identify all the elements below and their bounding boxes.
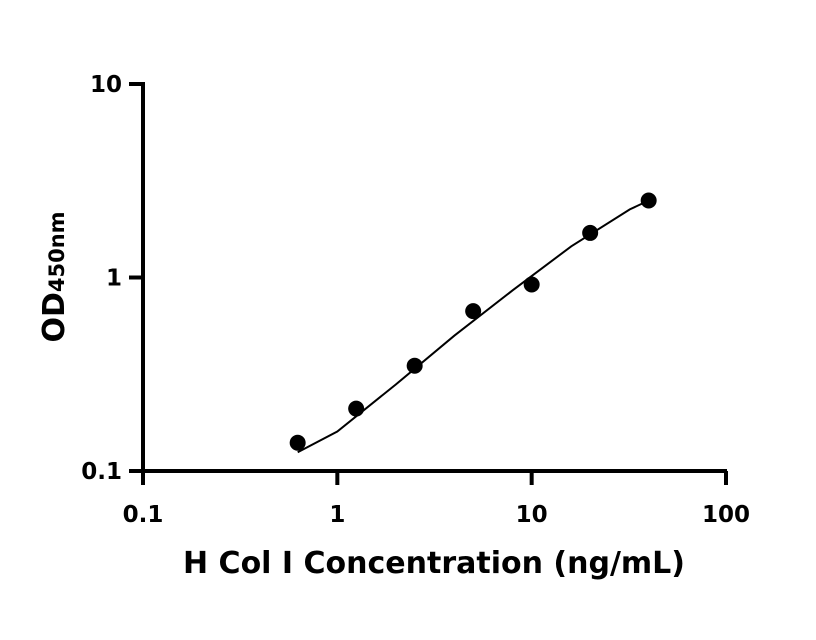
y-axis-title: OD450nm (37, 211, 72, 342)
x-axis-title: H Col I Concentration (ng/mL) (183, 546, 685, 581)
data-point (640, 192, 657, 209)
y-tick-label: 0.1 (81, 459, 122, 485)
x-tick-label: 0.1 (123, 502, 164, 528)
x-tick-label: 1 (329, 502, 345, 528)
data-point (348, 400, 365, 417)
x-tick-label: 100 (702, 502, 750, 528)
y-axis-title-subscript: 450nm (45, 211, 69, 292)
data-point (582, 224, 599, 241)
fit-curve (297, 199, 650, 454)
data-points (289, 192, 657, 451)
data-point (523, 276, 540, 293)
y-tick-label: 1 (106, 266, 122, 292)
data-point (406, 357, 423, 374)
x-tick-label: 10 (516, 502, 548, 528)
x-axis-ticks: 0.1 1 10 100 (123, 471, 750, 528)
data-point (465, 303, 482, 320)
y-tick-label: 10 (90, 72, 122, 98)
y-axis-ticks: 0.1 1 10 (81, 72, 143, 485)
data-point (289, 434, 306, 451)
y-axis-title-main: OD (37, 292, 72, 342)
axes (141, 82, 727, 473)
